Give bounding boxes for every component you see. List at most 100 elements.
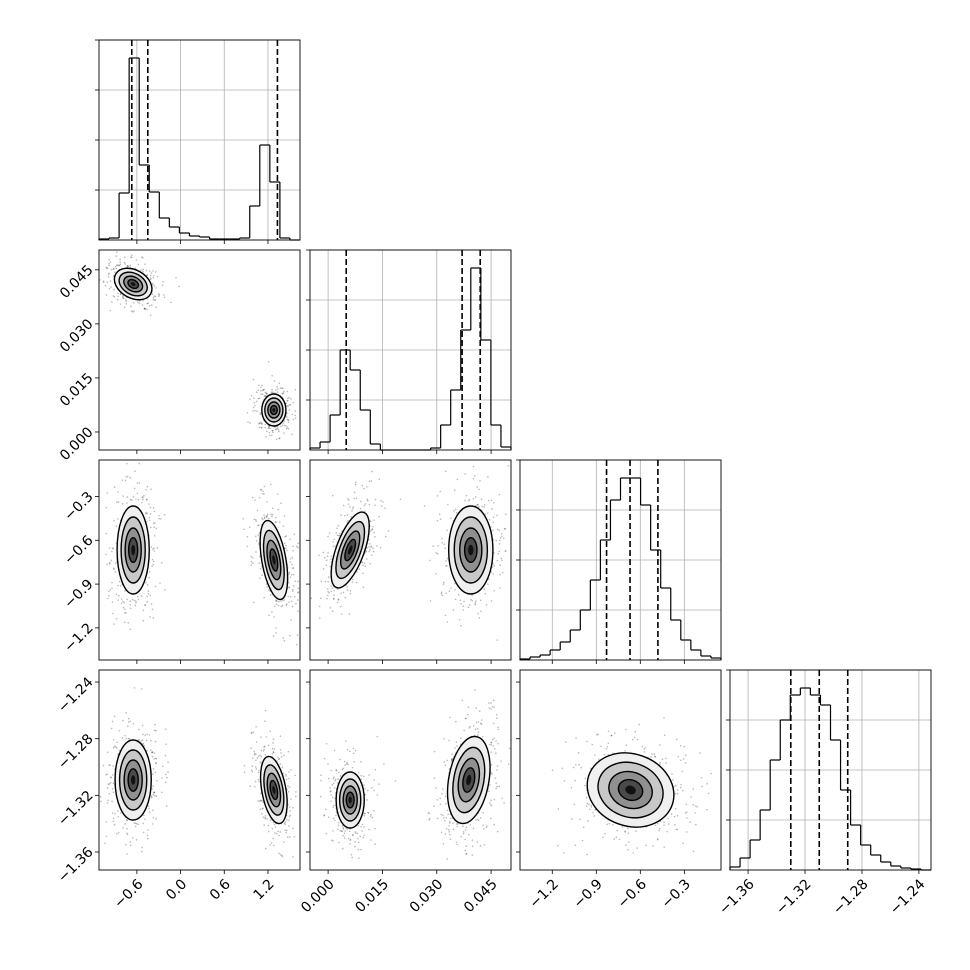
sample-point — [307, 585, 309, 587]
sample-point — [442, 583, 445, 585]
sample-point — [130, 254, 133, 257]
sample-point — [261, 518, 264, 521]
sample-point — [255, 540, 258, 542]
sample-point — [326, 555, 329, 558]
sample-point — [127, 725, 129, 727]
sample-point — [706, 808, 708, 811]
sample-point — [342, 504, 345, 507]
sample-point — [140, 595, 143, 597]
sample-point — [253, 754, 256, 756]
contour — [266, 772, 282, 808]
sample-point — [454, 598, 457, 601]
sample-point — [260, 799, 263, 802]
sample-point — [117, 491, 119, 493]
sample-point — [374, 535, 376, 538]
sample-point — [624, 831, 627, 833]
sample-point — [347, 499, 350, 502]
sample-point — [144, 263, 146, 265]
sample-point — [286, 412, 288, 414]
sample-point — [108, 262, 110, 265]
sample-point — [248, 526, 251, 528]
sample-point — [138, 728, 140, 731]
panel — [306, 459, 512, 664]
sample-point — [258, 769, 260, 772]
sample-point — [492, 516, 495, 519]
sample-point — [454, 588, 456, 591]
sample-point — [134, 604, 137, 607]
sample-point — [342, 767, 345, 770]
sample-point — [111, 587, 113, 590]
sample-point — [320, 580, 323, 583]
sample-point — [290, 600, 293, 602]
sample-point — [493, 706, 495, 708]
sample-point — [508, 747, 511, 750]
sample-point — [465, 845, 468, 848]
sample-point — [487, 475, 489, 478]
sample-point — [141, 688, 143, 690]
sample-point — [249, 398, 251, 400]
sample-point — [164, 781, 167, 784]
sample-point — [250, 731, 253, 734]
sample-point — [126, 819, 129, 822]
sample-point — [250, 732, 253, 734]
sample-point — [354, 749, 357, 752]
sample-point — [302, 800, 304, 802]
sample-point — [478, 505, 480, 508]
sample-point — [493, 823, 496, 826]
sample-point — [129, 628, 132, 631]
sample-point — [125, 843, 127, 846]
sample-point — [267, 824, 270, 827]
sample-point — [261, 800, 264, 802]
sample-point — [285, 604, 288, 607]
sample-point — [445, 802, 447, 805]
sample-point — [281, 392, 284, 395]
sample-point — [111, 581, 113, 584]
sample-point — [500, 557, 503, 560]
sample-point — [474, 496, 477, 498]
sample-point — [105, 553, 107, 556]
sample-point — [490, 499, 493, 501]
sample-point — [282, 525, 285, 527]
sample-point — [107, 799, 109, 802]
sample-point — [373, 531, 375, 534]
density-level — [272, 408, 276, 412]
sample-point — [151, 751, 154, 754]
sample-point — [482, 824, 484, 827]
sample-point — [659, 744, 661, 746]
sample-point — [281, 766, 284, 768]
sample-point — [137, 598, 140, 601]
sample-point — [260, 422, 263, 425]
sample-point — [155, 527, 158, 530]
sample-point — [297, 599, 299, 601]
sample-point — [670, 813, 673, 815]
sample-point — [254, 499, 256, 501]
sample-point — [151, 283, 154, 286]
sample-point — [345, 740, 347, 742]
sample-point — [465, 853, 468, 855]
contour — [259, 755, 288, 825]
sample-point — [352, 506, 355, 508]
sample-point — [111, 774, 114, 776]
sample-point — [138, 462, 141, 465]
sample-point — [289, 538, 291, 540]
sample-point — [295, 795, 297, 798]
sample-point — [333, 787, 336, 789]
sample-point — [452, 609, 455, 611]
sample-point — [292, 401, 294, 404]
sample-point — [260, 390, 262, 392]
sample-point — [336, 601, 339, 604]
sample-point — [145, 512, 147, 515]
sample-point — [643, 748, 645, 750]
sample-point — [263, 596, 265, 599]
sample-point — [479, 479, 481, 482]
sample-point — [149, 513, 152, 515]
sample-point — [263, 748, 265, 751]
sample-point — [146, 834, 149, 837]
sample-point — [148, 807, 150, 810]
sample-point — [278, 437, 281, 440]
contour — [335, 520, 366, 580]
panel-frame — [309, 459, 512, 661]
sample-point — [270, 513, 272, 516]
sample-point — [105, 267, 108, 269]
sample-point — [116, 832, 118, 835]
